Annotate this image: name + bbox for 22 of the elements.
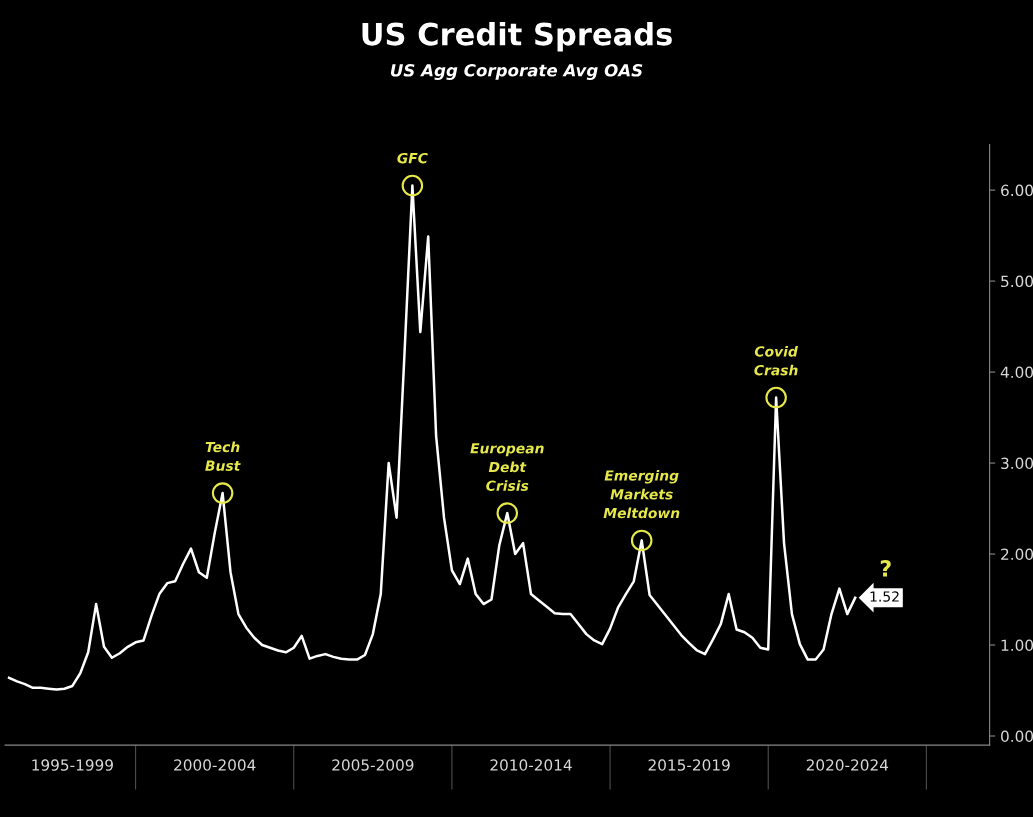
y-tick-label: 5.00 [1001, 275, 1033, 288]
annotation: GFC [397, 152, 428, 164]
annotation: Tech Bust [205, 441, 241, 471]
y-tick-label: 6.00 [1001, 184, 1033, 197]
y-tick-label: 4.00 [1000, 366, 1033, 379]
x-tick-label: 2005-2009 [332, 759, 414, 771]
text: ? [880, 559, 891, 577]
x-tick-label: 2015-2019 [648, 759, 730, 771]
chart-subtitle: US Agg Corporate Avg OAS [390, 63, 643, 80]
annotation: Emerging Markets Meltdown [603, 469, 680, 519]
x-tick-label: 1995-1999 [32, 759, 113, 771]
annotation: European Debt Crisis [470, 443, 544, 491]
x-tick-label: 2020-2024 [806, 759, 889, 771]
y-tick-label: 2.00 [1001, 548, 1033, 561]
y-tick-label: 0.00 [1001, 730, 1033, 743]
annotation: Covid Crash [754, 345, 798, 376]
y-tick-label: 3.00 [1001, 457, 1033, 470]
chart-title: US Credit Spreads [362, 21, 672, 52]
data-label: 1.52 [870, 591, 899, 602]
x-tick-label: 2000-2004 [174, 759, 256, 771]
x-tick-label: 2010-2014 [490, 759, 572, 771]
y-tick-label: 1.00 [1001, 639, 1033, 652]
